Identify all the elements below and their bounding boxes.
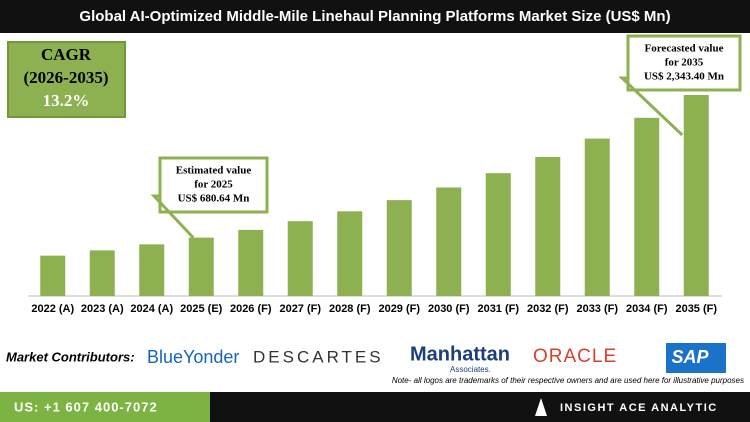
sap-logo-bg — [666, 343, 726, 373]
bar — [188, 237, 214, 296]
x-tick-label: 2032 (F) — [527, 303, 569, 315]
bar — [386, 200, 412, 296]
logo: DESCARTES — [253, 347, 384, 366]
bar — [337, 211, 363, 296]
bar — [40, 255, 66, 296]
callout-text: US$ 680.64 Mn — [178, 193, 250, 205]
logo: SAP — [671, 347, 709, 367]
callout-line — [150, 194, 195, 239]
x-tick-label: 2026 (F) — [230, 303, 272, 315]
bar — [287, 221, 313, 296]
callout-text: Estimated value — [176, 165, 252, 177]
callout-line — [618, 76, 684, 137]
cagr-value: 13.2% — [43, 91, 90, 110]
callout-text: Forecasted value — [645, 43, 724, 55]
bar — [436, 187, 462, 296]
callout-text: for 2035 — [665, 57, 704, 69]
x-tick-label: 2035 (F) — [675, 303, 717, 315]
logo: ORACLE — [533, 346, 617, 367]
bar — [139, 244, 165, 296]
x-tick-label: 2031 (F) — [477, 303, 519, 315]
x-tick-label: 2024 (A) — [130, 303, 173, 315]
brand: INSIGHT ACE ANALYTIC — [560, 402, 718, 414]
bar — [89, 250, 115, 296]
bar — [584, 138, 610, 296]
x-tick-label: 2025 (E) — [180, 303, 223, 315]
x-tick-label: 2028 (F) — [329, 303, 371, 315]
cagr-label: CAGR — [41, 45, 92, 64]
callout-text: for 2025 — [194, 179, 233, 191]
cagr-box — [7, 41, 126, 118]
footer-right — [210, 392, 750, 422]
phone: US: +1 607 400-7072 — [14, 399, 158, 414]
logo: Manhattan — [410, 343, 510, 365]
chart-title: Global AI-Optimized Middle-Mile Linehaul… — [79, 8, 670, 25]
x-tick-label: 2034 (F) — [626, 303, 668, 315]
bar — [634, 117, 660, 296]
callout-box — [158, 156, 269, 214]
contributors-label: Market Contributors: — [6, 349, 135, 364]
x-tick-label: 2030 (F) — [428, 303, 470, 315]
x-tick-label: 2022 (A) — [31, 303, 74, 315]
x-tick-label: 2027 (F) — [279, 303, 321, 315]
footer-left — [0, 392, 210, 422]
x-tick-label: 2033 (F) — [576, 303, 618, 315]
x-tick-label: 2023 (A) — [81, 303, 124, 315]
logo: Associates. — [450, 365, 491, 374]
brand-icon — [535, 398, 547, 416]
bar — [683, 95, 709, 296]
cagr-period: (2026-2035) — [24, 68, 109, 87]
callout-box — [626, 34, 742, 92]
bar — [238, 229, 264, 296]
title-bar — [0, 0, 750, 33]
note: Note- all logos are trademarks of their … — [392, 376, 744, 385]
callout-text: US$ 2,343.40 Mn — [644, 71, 724, 83]
logo: BlueYonder — [147, 347, 239, 367]
bar — [485, 173, 511, 296]
x-tick-label: 2029 (F) — [378, 303, 420, 315]
bar — [535, 156, 561, 296]
